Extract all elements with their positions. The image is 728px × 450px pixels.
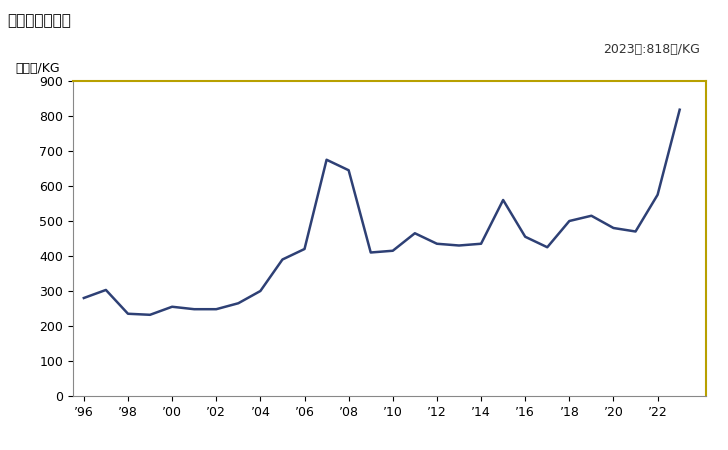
Text: 2023年:818円/KG: 2023年:818円/KG	[603, 43, 700, 56]
Text: 輸入価格の推移: 輸入価格の推移	[7, 14, 71, 28]
Text: 単位円/KG: 単位円/KG	[16, 62, 60, 75]
